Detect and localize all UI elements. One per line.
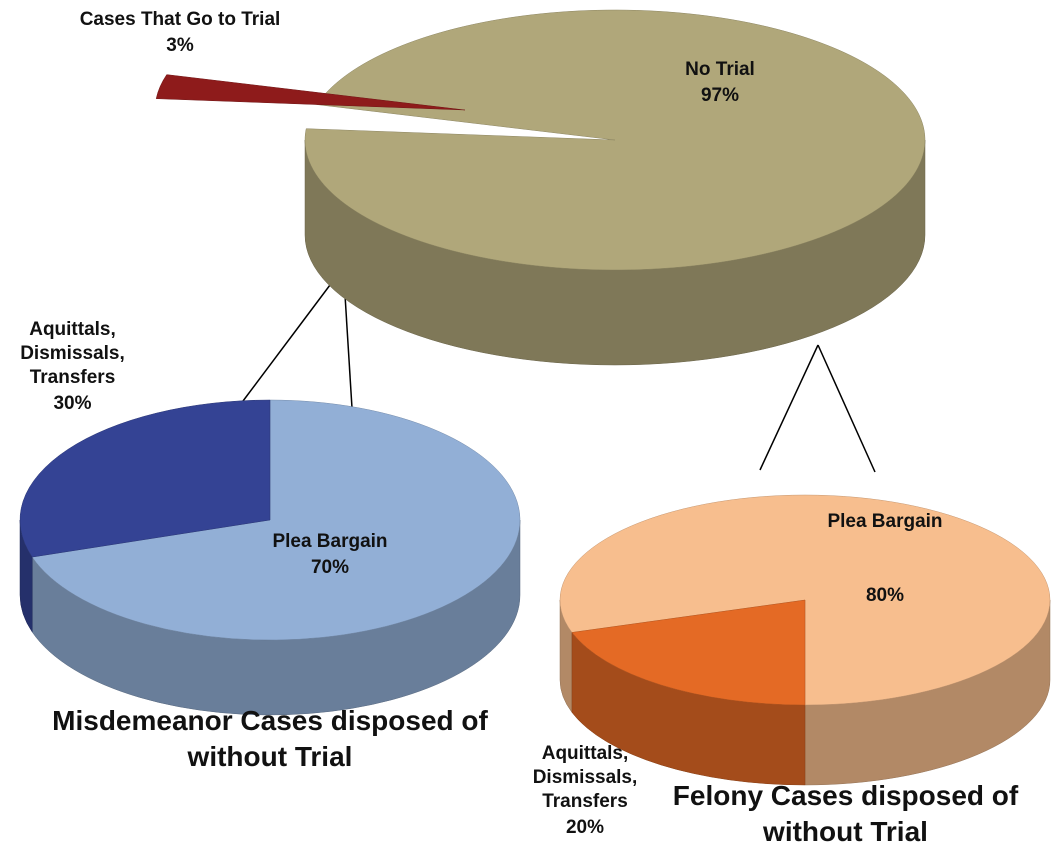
- connector-line: [759, 344, 819, 471]
- pie: [155, 9, 926, 366]
- value-label: 97%: [700, 85, 740, 106]
- connector-line: [239, 284, 331, 406]
- pie-tops: [559, 494, 1051, 706]
- connector-line: [817, 344, 876, 473]
- pie-slice: [19, 399, 271, 558]
- pie: [19, 399, 521, 716]
- chart-title: Misdemeanor Cases disposed of without Tr…: [52, 705, 488, 772]
- pie: [559, 494, 1051, 786]
- slice-label: Aquittals, Dismissals, Transfers: [532, 743, 638, 812]
- slice-label: Cases That Go to Trial: [79, 9, 281, 30]
- pie-slice: [571, 599, 806, 706]
- connectors: [239, 284, 876, 473]
- value-label: 20%: [565, 817, 605, 838]
- pie-slice: [304, 9, 926, 271]
- value-label: 30%: [53, 393, 92, 414]
- pie-slice: [155, 74, 466, 111]
- value-label: 3%: [166, 35, 194, 56]
- connector-line: [344, 294, 353, 409]
- pie-slice: [559, 494, 1051, 706]
- slice-label: Plea Bargain: [827, 511, 943, 532]
- slice-label: Plea Bargain: [272, 531, 388, 552]
- slice-label: Aquittals, Dismissals, Transfers: [20, 319, 125, 388]
- pie-tops: [19, 399, 521, 641]
- pie-tops: [155, 9, 926, 271]
- value-label: 70%: [310, 557, 350, 578]
- chart-title: Felony Cases disposed of without Trial: [672, 780, 1019, 847]
- pie-slice: [31, 399, 521, 641]
- slice-label: No Trial: [685, 59, 755, 80]
- value-label: 80%: [865, 585, 905, 606]
